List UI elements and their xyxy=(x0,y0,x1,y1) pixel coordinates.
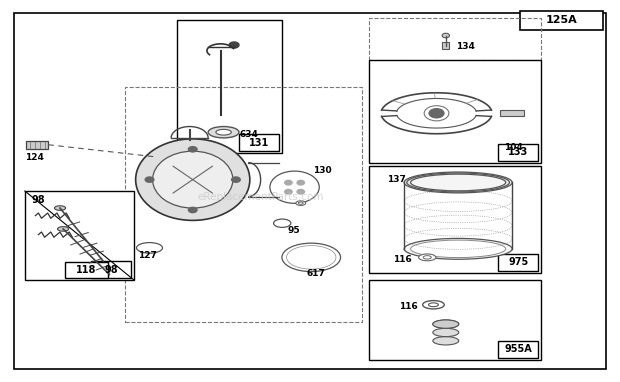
Bar xyxy=(65,262,108,278)
Text: 130: 130 xyxy=(313,166,332,175)
Bar xyxy=(369,18,541,60)
Bar xyxy=(498,341,538,358)
Bar xyxy=(500,110,523,116)
Ellipse shape xyxy=(410,174,506,191)
Text: 634: 634 xyxy=(239,129,258,139)
Ellipse shape xyxy=(404,238,512,259)
Ellipse shape xyxy=(136,139,250,220)
Ellipse shape xyxy=(404,172,512,193)
Circle shape xyxy=(229,42,239,48)
Bar xyxy=(498,254,538,270)
Text: 134: 134 xyxy=(456,42,475,51)
Ellipse shape xyxy=(216,129,231,135)
Ellipse shape xyxy=(433,337,459,345)
Text: 95: 95 xyxy=(287,225,300,235)
Text: 98: 98 xyxy=(31,196,45,206)
Ellipse shape xyxy=(433,320,459,328)
Text: 975: 975 xyxy=(508,257,528,267)
Circle shape xyxy=(188,147,197,152)
Circle shape xyxy=(145,177,154,182)
Text: 137: 137 xyxy=(387,175,406,184)
Bar xyxy=(26,141,48,149)
Circle shape xyxy=(297,189,304,194)
Bar xyxy=(520,11,603,30)
Bar xyxy=(125,87,363,322)
Ellipse shape xyxy=(433,328,459,337)
Circle shape xyxy=(429,109,444,118)
Text: 125A: 125A xyxy=(546,15,577,25)
Text: 98: 98 xyxy=(104,265,118,275)
Bar xyxy=(442,42,450,49)
Ellipse shape xyxy=(428,303,438,307)
Text: 118: 118 xyxy=(76,265,97,275)
Bar xyxy=(91,261,131,278)
Text: 116: 116 xyxy=(393,255,412,264)
Ellipse shape xyxy=(418,254,436,261)
Bar xyxy=(369,280,541,360)
Text: 955A: 955A xyxy=(505,344,532,354)
Ellipse shape xyxy=(433,320,459,328)
Bar xyxy=(25,191,134,280)
Ellipse shape xyxy=(273,219,291,227)
Ellipse shape xyxy=(55,206,66,210)
Text: 116: 116 xyxy=(399,302,419,311)
Ellipse shape xyxy=(442,33,450,38)
Ellipse shape xyxy=(208,126,239,138)
Circle shape xyxy=(188,207,197,213)
Text: 127: 127 xyxy=(138,251,157,260)
Bar xyxy=(369,60,541,163)
Bar xyxy=(498,144,538,161)
Ellipse shape xyxy=(423,256,432,259)
Ellipse shape xyxy=(407,173,510,192)
Text: 124: 124 xyxy=(25,153,43,162)
Bar xyxy=(177,20,282,153)
Ellipse shape xyxy=(410,240,506,257)
Ellipse shape xyxy=(282,243,340,272)
Ellipse shape xyxy=(153,151,233,208)
Ellipse shape xyxy=(58,227,69,231)
Circle shape xyxy=(285,180,292,185)
Bar xyxy=(239,134,279,151)
Text: 104: 104 xyxy=(504,143,523,152)
Text: eReplacementParts.com: eReplacementParts.com xyxy=(197,192,324,202)
Bar xyxy=(369,166,541,272)
Circle shape xyxy=(297,180,304,185)
Ellipse shape xyxy=(136,243,162,253)
Text: 131: 131 xyxy=(249,138,269,148)
Circle shape xyxy=(232,177,241,182)
Ellipse shape xyxy=(423,301,445,309)
Ellipse shape xyxy=(298,202,303,204)
Ellipse shape xyxy=(270,171,319,203)
Circle shape xyxy=(285,189,292,194)
Text: 133: 133 xyxy=(508,147,528,157)
Text: 617: 617 xyxy=(307,269,326,278)
Ellipse shape xyxy=(296,201,306,206)
